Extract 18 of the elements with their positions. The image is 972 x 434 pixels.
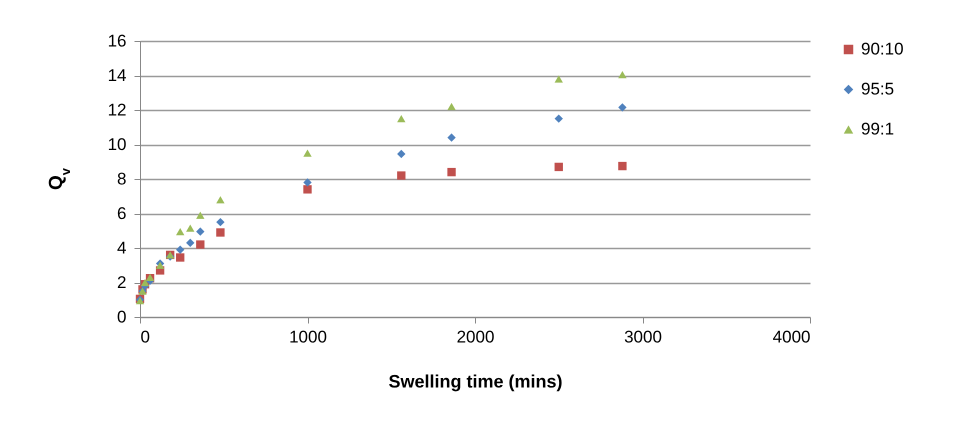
x-tick-label: 2000	[456, 328, 494, 346]
x-tick-label: 3000	[624, 328, 662, 346]
x-axis-title: Swelling time (mins)	[388, 372, 563, 392]
legend-label: 90:10	[861, 40, 904, 58]
y-tick-label: 14	[108, 66, 126, 85]
y-tick-label: 0	[117, 308, 126, 326]
y-tick-label: 8	[117, 170, 126, 188]
x-tick-label: 1000	[289, 328, 327, 346]
x-tick-label: 4000	[772, 328, 810, 346]
y-tick-label: 2	[117, 273, 126, 292]
legend-label: 95:5	[861, 80, 894, 98]
y-tick-label: 10	[108, 135, 126, 154]
x-tick-label: 0	[140, 328, 150, 346]
y-tick-label: 16	[108, 32, 126, 50]
y-tick-label: 4	[117, 238, 126, 258]
y-tick-label: 6	[117, 204, 126, 223]
legend-label: 99:1	[861, 120, 894, 138]
y-tick-label: 12	[108, 100, 126, 120]
